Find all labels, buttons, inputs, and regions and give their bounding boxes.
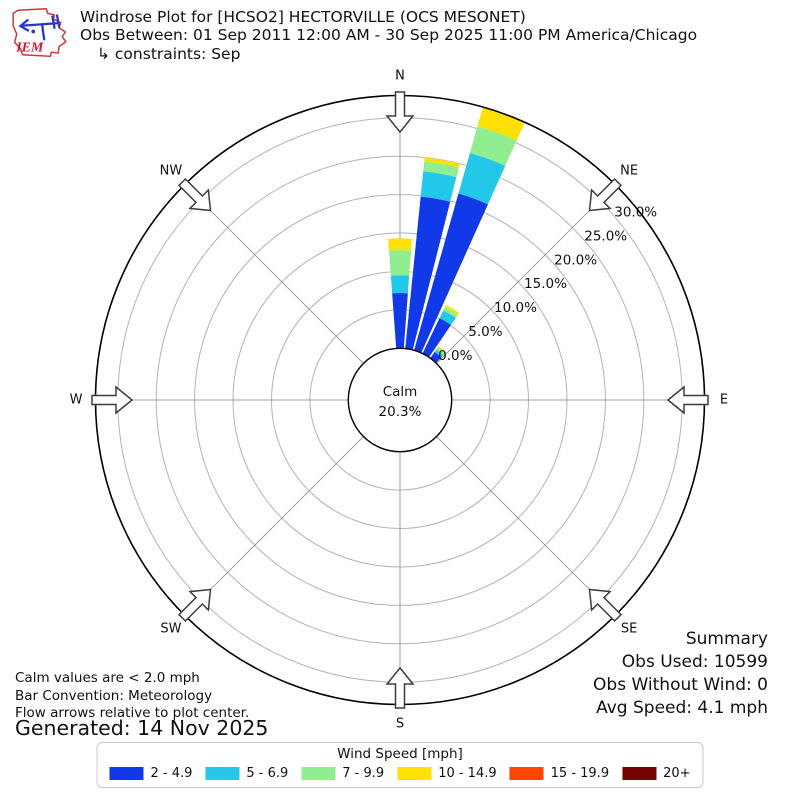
windrose-bar-segment xyxy=(388,238,412,251)
windrose-bar-segment xyxy=(436,347,446,356)
flow-arrow-ne-icon xyxy=(588,177,623,212)
iem-logo-text: IEM xyxy=(15,41,44,56)
legend-item: 10 - 14.9 xyxy=(397,766,497,781)
flow-arrow-s-icon xyxy=(385,666,415,709)
flow-arrow-n-icon xyxy=(385,91,415,134)
windrose-bar-segment xyxy=(420,171,457,202)
generated-timestamp: Generated: 14 Nov 2025 xyxy=(15,716,269,740)
header: Windrose Plot for [HCSO2] HECTORVILLE (O… xyxy=(80,8,697,63)
plot-notes: Calm values are < 2.0 mph Bar Convention… xyxy=(15,670,249,723)
compass-label-ne: NE xyxy=(620,163,638,178)
windrose-bar-segment xyxy=(458,152,506,205)
radial-tick-label: 15.0% xyxy=(524,276,567,292)
obs-range-subtitle: Obs Between: 01 Sep 2011 12:00 AM - 30 S… xyxy=(80,26,698,45)
grid-spoke xyxy=(184,436,364,616)
windrose-bar-segment xyxy=(443,307,458,318)
radial-tick-label: 20.0% xyxy=(554,252,597,268)
windrose-bar-segment xyxy=(422,318,452,358)
radial-tick-label: 25.0% xyxy=(584,228,627,244)
radial-tick-label: 5.0% xyxy=(468,324,502,340)
summary-heading: Summary xyxy=(685,629,768,649)
windrose-bar-segment xyxy=(405,196,451,350)
compass-label-e: E xyxy=(720,393,728,408)
windrose-bar-segment xyxy=(439,310,456,325)
legend-item: 7 - 9.9 xyxy=(301,766,384,781)
constraints-note: ↳ constraints: Sep xyxy=(97,44,241,63)
windrose-bar-segment xyxy=(392,292,408,349)
windrose-bar-segment xyxy=(423,161,459,178)
obs-without-wind-stat: Obs Without Wind: 0 xyxy=(593,675,768,695)
legend-swatch-icon xyxy=(109,767,144,780)
windrose-bar-segment xyxy=(444,305,460,315)
calm-note: Calm values are < 2.0 mph xyxy=(15,670,200,686)
bar-convention-note: Bar Convention: Meteorology xyxy=(15,687,213,704)
legend-swatch-icon xyxy=(622,767,657,780)
legend-swatch-icon xyxy=(397,767,432,780)
windrose-bar-segment xyxy=(414,193,488,353)
flow-arrows-note: Flow arrows relative to plot center. xyxy=(15,705,250,722)
flow-arrow-nw-icon xyxy=(177,177,212,212)
legend-bin-label: 5 - 6.9 xyxy=(246,766,289,781)
flow-arrow-w-icon xyxy=(91,385,134,415)
legend-swatch-icon xyxy=(301,767,336,780)
legend-bin-label: 10 - 14.9 xyxy=(438,766,497,781)
legend-item: 20+ xyxy=(622,766,691,781)
wind-vane-icon xyxy=(18,14,61,41)
compass-label-sw: SW xyxy=(160,622,181,637)
legend-item: 15 - 19.9 xyxy=(509,766,610,781)
legend-swatch-icon xyxy=(205,767,240,780)
grid-spoke xyxy=(436,436,616,616)
windrose-bar-segment xyxy=(424,157,460,168)
windrose-bar-segment xyxy=(437,346,447,354)
calm-label: Calm xyxy=(383,384,418,400)
compass-label-se: SE xyxy=(621,622,637,637)
windrose-bar-segment xyxy=(477,107,525,141)
legend-bin-label: 20+ xyxy=(663,766,691,781)
legend-item: 2 - 4.9 xyxy=(109,766,192,781)
compass-label-nw: NW xyxy=(160,163,183,178)
compass-label-n: N xyxy=(395,69,405,84)
grid-spoke xyxy=(184,184,364,364)
legend-bin-label: 15 - 19.9 xyxy=(550,766,610,781)
calm-circle xyxy=(347,347,453,453)
legend-bin-label: 7 - 9.9 xyxy=(342,766,385,781)
windrose-bar-segment xyxy=(469,126,517,166)
legend-item: 5 - 6.9 xyxy=(205,766,288,781)
windrose-bar-segment xyxy=(390,275,410,294)
page-title: Windrose Plot for [HCSO2] HECTORVILLE (O… xyxy=(80,8,526,26)
radial-tick-label: 30.0% xyxy=(614,205,657,221)
windrose-bar-segment xyxy=(389,249,411,276)
flow-arrow-sw-icon xyxy=(177,588,212,623)
radial-tick-label: 10.0% xyxy=(494,300,537,316)
compass-label-w: W xyxy=(70,393,83,408)
wind-speed-legend: Wind Speed [mph] 2 - 4.9 5 - 6.9 7 - 9.9 10… xyxy=(96,742,704,788)
legend-swatch-icon xyxy=(509,767,544,780)
calm-value: 20.3% xyxy=(379,404,422,420)
legend-bin-label: 2 - 4.9 xyxy=(150,766,193,781)
vane-dot-icon xyxy=(31,29,36,34)
compass-label-s: S xyxy=(396,717,404,732)
legend-title: Wind Speed [mph] xyxy=(337,746,463,762)
obs-used-stat: Obs Used: 10599 xyxy=(621,652,768,672)
grid-spoke xyxy=(436,184,616,364)
avg-speed-stat: Avg Speed: 4.1 mph xyxy=(596,698,768,718)
flow-arrow-se-icon xyxy=(588,588,623,623)
legend-items: 2 - 4.9 5 - 6.9 7 - 9.9 10 - 14.9 15 - 19.9 2… xyxy=(109,766,691,781)
summary-block: Summary Obs Used: 10599 Obs Without Wind… xyxy=(593,628,768,720)
windrose-bar-segment xyxy=(434,349,444,358)
flow-arrow-e-icon xyxy=(666,385,709,415)
radial-tick-label: 0.0% xyxy=(438,348,472,364)
iem-logo: IEM xyxy=(12,8,67,58)
